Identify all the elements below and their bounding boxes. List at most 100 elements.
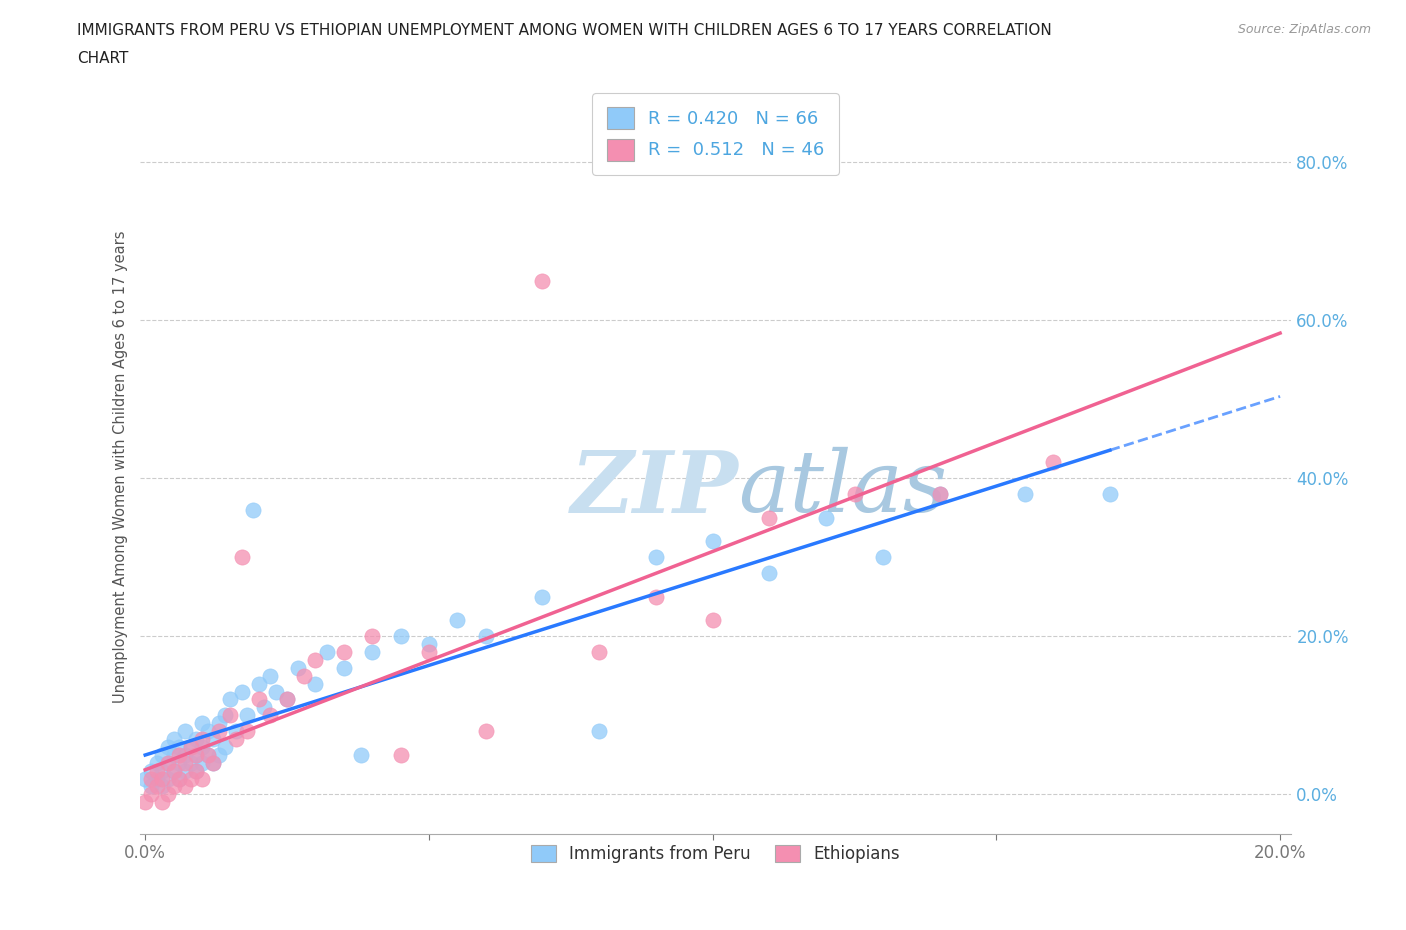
- Point: [208, 748, 231, 763]
- Point: [197, 748, 219, 763]
- Point: [191, 732, 214, 747]
- Point: [214, 708, 236, 723]
- Point: [145, 764, 167, 778]
- Point: [180, 739, 202, 754]
- Point: [186, 764, 208, 778]
- Point: [191, 716, 214, 731]
- Text: atlas: atlas: [738, 447, 948, 530]
- Point: [162, 779, 184, 794]
- Text: ZIP: ZIP: [571, 446, 738, 530]
- Point: [180, 771, 202, 786]
- Point: [167, 748, 190, 763]
- Point: [588, 724, 610, 738]
- Point: [202, 732, 225, 747]
- Point: [167, 771, 190, 786]
- Point: [145, 755, 167, 770]
- Point: [162, 732, 184, 747]
- Legend: Immigrants from Peru, Ethiopians: Immigrants from Peru, Ethiopians: [524, 838, 907, 870]
- Point: [162, 764, 184, 778]
- Point: [1098, 486, 1121, 501]
- Point: [219, 692, 242, 707]
- Point: [259, 669, 281, 684]
- Point: [276, 692, 298, 707]
- Point: [150, 795, 173, 810]
- Point: [208, 724, 231, 738]
- Point: [276, 692, 298, 707]
- Point: [247, 692, 270, 707]
- Point: [202, 755, 225, 770]
- Point: [588, 644, 610, 659]
- Point: [156, 755, 179, 770]
- Point: [315, 644, 337, 659]
- Point: [446, 613, 468, 628]
- Point: [361, 629, 384, 644]
- Point: [474, 724, 496, 738]
- Point: [162, 764, 184, 778]
- Point: [225, 724, 247, 738]
- Point: [186, 732, 208, 747]
- Point: [202, 755, 225, 770]
- Point: [162, 748, 184, 763]
- Point: [134, 771, 156, 786]
- Text: CHART: CHART: [77, 51, 129, 66]
- Point: [214, 739, 236, 754]
- Point: [418, 644, 440, 659]
- Point: [167, 755, 190, 770]
- Point: [197, 748, 219, 763]
- Point: [225, 732, 247, 747]
- Point: [191, 771, 214, 786]
- Point: [815, 511, 838, 525]
- Point: [264, 684, 287, 699]
- Point: [361, 644, 384, 659]
- Point: [186, 748, 208, 763]
- Point: [174, 724, 197, 738]
- Point: [259, 708, 281, 723]
- Point: [1014, 486, 1036, 501]
- Point: [167, 739, 190, 754]
- Point: [150, 764, 173, 778]
- Point: [174, 779, 197, 794]
- Point: [287, 660, 309, 675]
- Point: [167, 771, 190, 786]
- Point: [418, 637, 440, 652]
- Point: [191, 755, 214, 770]
- Point: [247, 676, 270, 691]
- Point: [180, 755, 202, 770]
- Point: [333, 660, 356, 675]
- Point: [219, 708, 242, 723]
- Point: [304, 653, 326, 668]
- Point: [150, 779, 173, 794]
- Point: [139, 764, 162, 778]
- Point: [231, 684, 253, 699]
- Point: [928, 486, 950, 501]
- Point: [156, 771, 179, 786]
- Point: [156, 739, 179, 754]
- Y-axis label: Unemployment Among Women with Children Ages 6 to 17 years: Unemployment Among Women with Children A…: [114, 230, 128, 702]
- Point: [208, 716, 231, 731]
- Point: [139, 787, 162, 802]
- Point: [350, 748, 373, 763]
- Point: [236, 708, 259, 723]
- Point: [197, 724, 219, 738]
- Point: [389, 748, 412, 763]
- Point: [150, 748, 173, 763]
- Text: Source: ZipAtlas.com: Source: ZipAtlas.com: [1237, 23, 1371, 36]
- Point: [702, 613, 724, 628]
- Point: [928, 486, 950, 501]
- Point: [150, 771, 173, 786]
- Point: [242, 502, 264, 517]
- Point: [758, 565, 780, 580]
- Point: [645, 590, 668, 604]
- Point: [231, 550, 253, 565]
- Point: [645, 550, 668, 565]
- Point: [156, 787, 179, 802]
- Point: [134, 795, 156, 810]
- Point: [174, 748, 197, 763]
- Point: [844, 486, 866, 501]
- Point: [758, 511, 780, 525]
- Point: [174, 764, 197, 778]
- Point: [236, 724, 259, 738]
- Point: [389, 629, 412, 644]
- Point: [304, 676, 326, 691]
- Point: [145, 771, 167, 786]
